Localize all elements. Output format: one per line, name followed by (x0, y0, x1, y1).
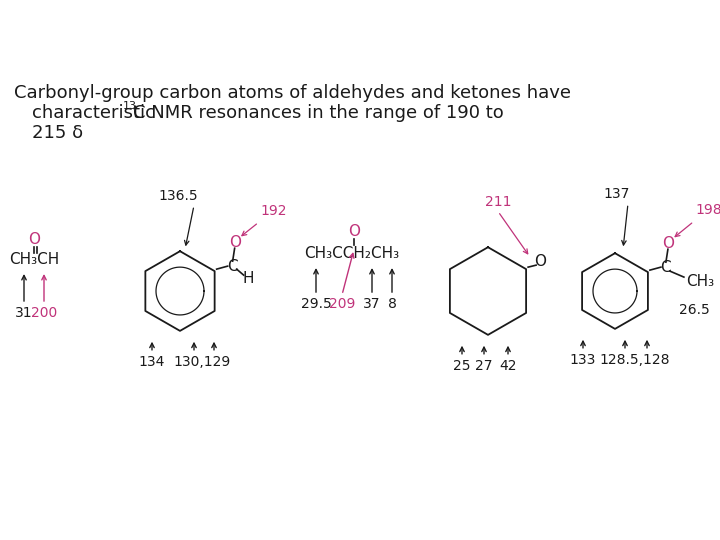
Text: C NMR resonances in the range of 190 to: C NMR resonances in the range of 190 to (133, 104, 504, 122)
Text: C: C (228, 259, 238, 274)
Text: 133: 133 (570, 353, 596, 367)
Text: 137: 137 (603, 187, 630, 201)
Text: 42: 42 (499, 359, 517, 373)
Text: 13: 13 (123, 101, 137, 111)
Text: C: C (660, 260, 671, 275)
Text: O: O (229, 235, 240, 249)
Text: 25: 25 (454, 359, 471, 373)
Text: 29.5: 29.5 (301, 297, 331, 311)
Text: 200: 200 (31, 306, 57, 320)
Text: 215 δ: 215 δ (32, 124, 83, 141)
Text: 37: 37 (364, 297, 381, 311)
Text: 198: 198 (696, 204, 720, 217)
Text: 130,129: 130,129 (174, 355, 230, 369)
Text: Spectroscopy of Aldehydes and Ketones: Spectroscopy of Aldehydes and Ketones (9, 27, 699, 56)
Text: CH₃CCH₂CH₃: CH₃CCH₂CH₃ (305, 246, 400, 261)
Text: characteristic: characteristic (32, 104, 161, 122)
Text: 211: 211 (485, 195, 511, 210)
Text: 134: 134 (139, 355, 165, 369)
Text: 26.5: 26.5 (678, 303, 709, 317)
Text: 8: 8 (387, 297, 397, 311)
Text: O: O (662, 236, 674, 251)
Text: 192: 192 (261, 204, 287, 218)
Text: CH₃: CH₃ (686, 274, 714, 288)
Text: 31: 31 (15, 306, 33, 320)
Text: O: O (348, 224, 360, 239)
Text: CH₃CH: CH₃CH (9, 252, 59, 267)
Text: 128.5,128: 128.5,128 (600, 353, 670, 367)
Text: O: O (534, 254, 546, 269)
Text: 136.5: 136.5 (158, 190, 198, 204)
Text: O: O (28, 232, 40, 247)
Text: Carbonyl-group carbon atoms of aldehydes and ketones have: Carbonyl-group carbon atoms of aldehydes… (14, 84, 571, 102)
Text: H: H (243, 271, 254, 286)
Text: 209: 209 (329, 297, 355, 311)
Text: 27: 27 (475, 359, 492, 373)
